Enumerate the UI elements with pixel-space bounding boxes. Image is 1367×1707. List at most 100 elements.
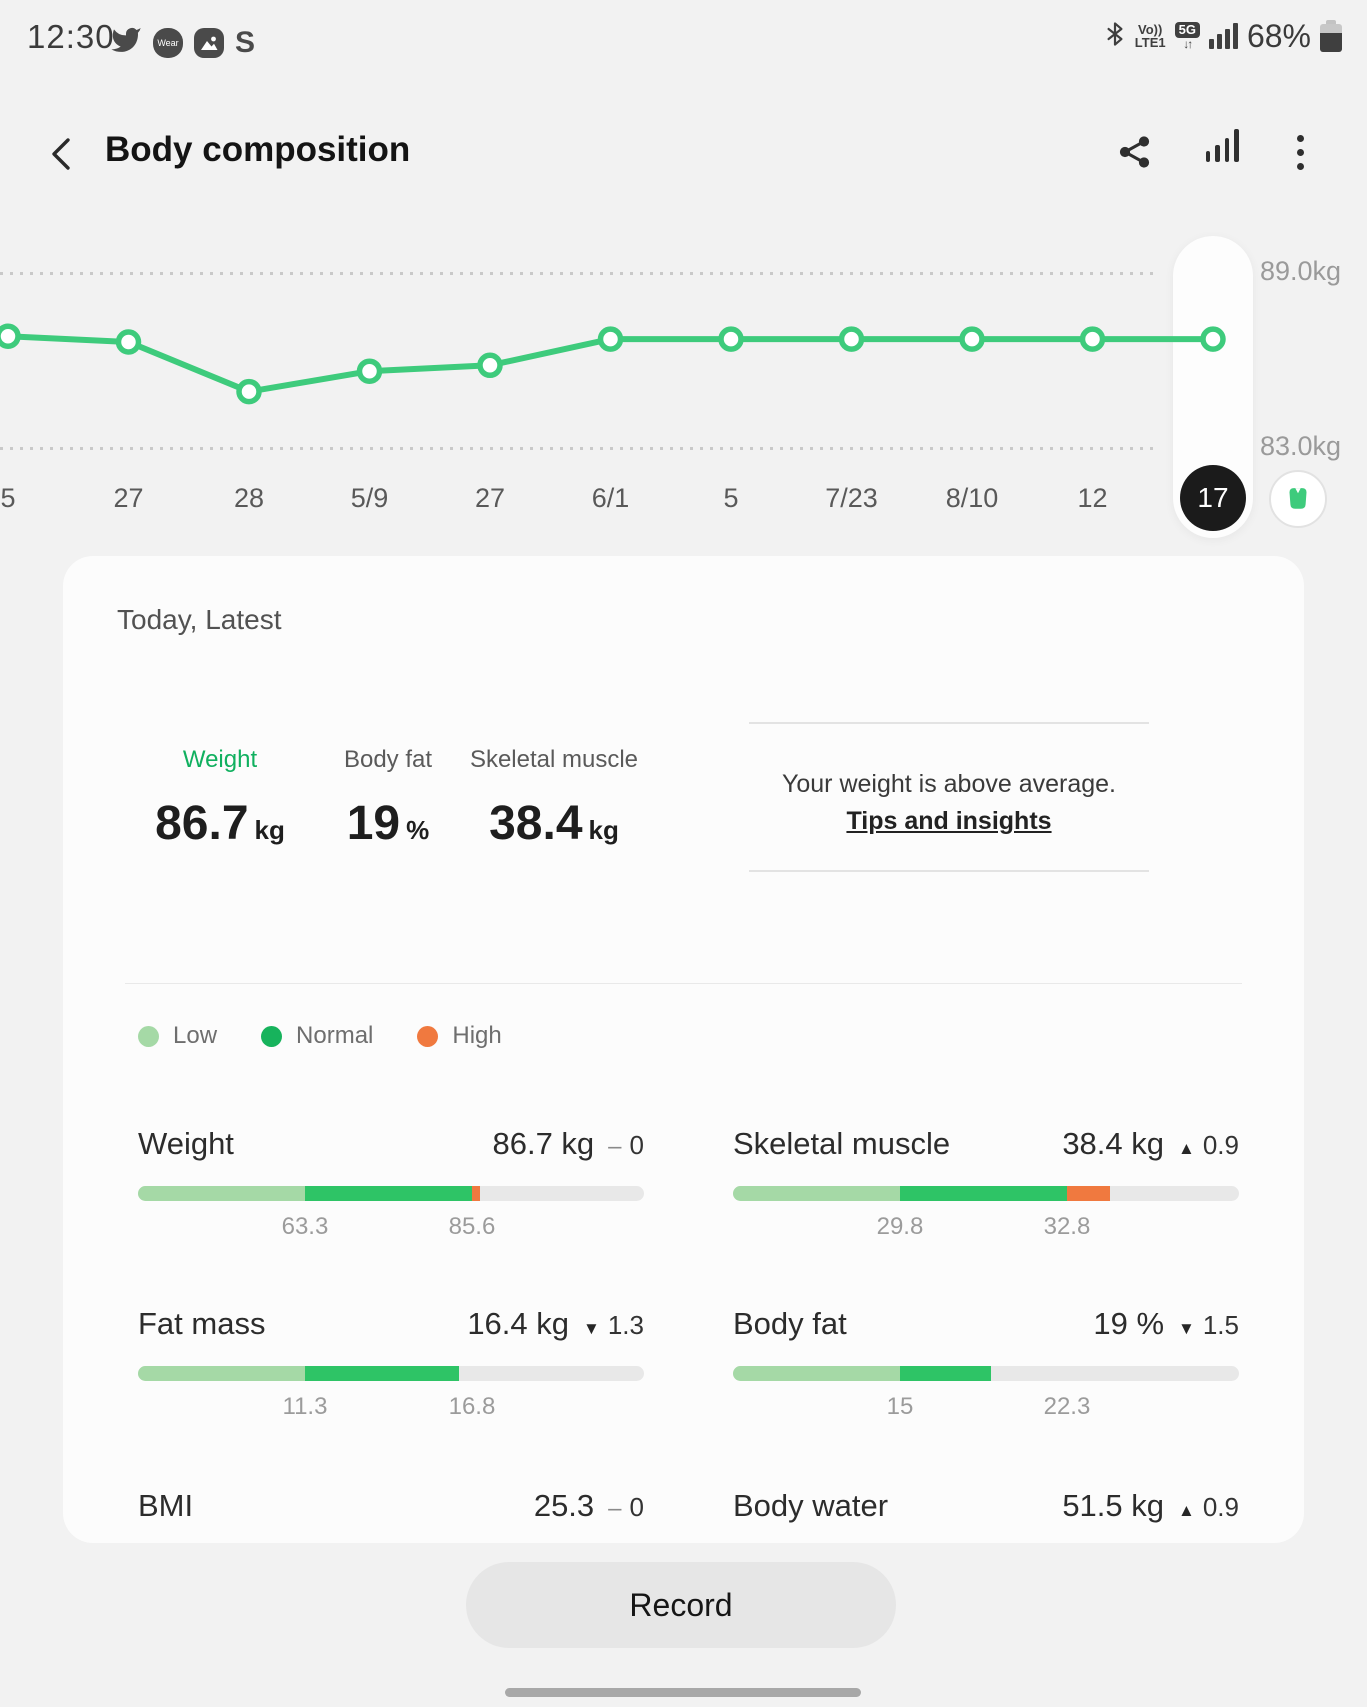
delta-flat-icon: –: [608, 1495, 622, 1522]
x-axis-tick[interactable]: 5: [0, 483, 16, 513]
status-bar: 12:30 Wear S Vo)) LTE1 5G ↓↑ 68%: [0, 0, 1367, 70]
metric-name: Body water: [733, 1488, 889, 1523]
metric-name: Weight: [138, 1126, 234, 1161]
weight-trend-chart[interactable]: 5 27 28 5/9 27 6/1 5 7/23 8/10 12 89.0kg 83.0kg 1…: [0, 220, 1367, 550]
legend-label: High: [452, 1022, 502, 1049]
data-point[interactable]: [959, 326, 985, 352]
x-axis-tick[interactable]: 5: [723, 483, 739, 513]
body-composition-card: Today, Latest Weight 86.7 kg Body fat 19% Ske…: [63, 556, 1304, 1543]
data-point[interactable]: [115, 329, 142, 355]
legend-item-high: High: [417, 1022, 502, 1050]
metric-header: Fat mass 16.4 kg ▼ 1.3: [138, 1306, 644, 1342]
metric-value: 16.4 kg ▼ 1.3: [467, 1306, 644, 1342]
x-axis-tick[interactable]: 8/10: [945, 483, 999, 513]
x-axis-tick[interactable]: 27: [113, 483, 144, 513]
tips-and-insights-link[interactable]: Tips and insights: [846, 807, 1052, 835]
data-point[interactable]: [1200, 326, 1226, 352]
range-tick: 32.8: [1043, 1213, 1091, 1240]
range-bar: [138, 1186, 644, 1201]
metric-value: 38.4 kg ▲ 0.9: [1062, 1126, 1239, 1162]
app-header: Body composition: [0, 110, 1367, 200]
5g-network-icon: 5G ↓↑: [1174, 22, 1200, 50]
range-tick-labels: 29.8 32.8: [733, 1213, 1239, 1243]
stat-unit: kg: [588, 815, 619, 845]
metric-weight: Weight 86.7 kg –0 63.3 85.6: [138, 1126, 644, 1243]
metric-number: 25.3: [533, 1488, 595, 1523]
metric-header: Weight 86.7 kg –0: [138, 1126, 644, 1162]
selected-day-badge[interactable]: 17: [1180, 465, 1246, 531]
insight-message: Your weight is above average.: [781, 770, 1117, 798]
insight-panel: Your weight is above average. Tips and i…: [749, 722, 1149, 872]
page-title: Body composition: [105, 130, 411, 169]
delta-down-icon: ▼: [1178, 1319, 1195, 1338]
metric-delta: –0: [608, 1492, 644, 1523]
data-point[interactable]: [236, 378, 262, 405]
range-segment-normal: [304, 1186, 472, 1201]
twitter-icon: [110, 24, 142, 61]
metric-delta: –0: [608, 1130, 644, 1161]
section-divider: [125, 983, 1242, 984]
weight-line-series: [0, 323, 1226, 405]
x-axis-tick[interactable]: 27: [474, 483, 506, 513]
metric-delta: ▼ 1.5: [1178, 1310, 1239, 1341]
range-bar: [733, 1366, 1239, 1381]
delta-value: 0: [629, 1492, 644, 1522]
weight-scale-icon: [1289, 488, 1307, 509]
data-point[interactable]: [356, 358, 383, 384]
delta-value: 0.9: [1202, 1130, 1239, 1160]
y-axis-label-min: 83.0kg: [1260, 431, 1342, 461]
range-tick: 22.3: [1043, 1393, 1091, 1420]
range-segment-low: [138, 1186, 305, 1201]
range-bar: [138, 1366, 644, 1381]
x-axis-tick[interactable]: 6/1: [591, 483, 630, 513]
wear-app-icon: Wear: [153, 27, 183, 58]
range-segment-low: [138, 1366, 305, 1381]
record-button[interactable]: Record: [466, 1562, 896, 1648]
range-segment-normal: [899, 1366, 992, 1381]
delta-value: 0: [629, 1130, 644, 1160]
more-options-button[interactable]: [1276, 128, 1324, 176]
back-button[interactable]: [44, 132, 84, 176]
trends-chart-button[interactable]: [1198, 128, 1246, 162]
range-tick: 15: [886, 1393, 914, 1420]
delta-value: 1.3: [607, 1310, 644, 1340]
x-axis-tick[interactable]: 28: [233, 483, 265, 513]
data-point[interactable]: [1079, 326, 1106, 352]
metric-number: 86.7 kg: [492, 1126, 595, 1161]
s-app-icon: S: [235, 25, 256, 59]
range-legend: Low Normal High: [138, 1022, 502, 1050]
x-axis-tick[interactable]: 12: [1077, 483, 1108, 513]
metric-header: Skeletal muscle 38.4 kg ▲ 0.9: [733, 1126, 1239, 1162]
volte-icon: Vo)) LTE1: [1134, 22, 1166, 50]
gridline-top: [0, 272, 1160, 275]
signal-strength-icon: [1208, 23, 1238, 49]
metric-number: 19 %: [1093, 1306, 1165, 1341]
range-tick: 29.8: [876, 1213, 924, 1240]
share-button[interactable]: [1111, 128, 1159, 176]
legend-label: Low: [173, 1022, 218, 1049]
range-segment-normal: [304, 1366, 460, 1381]
data-point[interactable]: [838, 326, 865, 352]
range-tick-labels: 11.3 16.8: [138, 1393, 644, 1423]
legend-item-normal: Normal: [261, 1022, 373, 1050]
stat-unit: %: [406, 815, 430, 845]
stat-value: 38.4 kg: [489, 797, 619, 850]
metric-name: Body fat: [733, 1306, 847, 1341]
range-tick-labels: 63.3 85.6: [138, 1213, 644, 1243]
data-point[interactable]: [477, 352, 503, 379]
battery-percentage: 68%: [1246, 17, 1311, 54]
data-point[interactable]: [0, 323, 21, 349]
data-point[interactable]: [718, 326, 744, 352]
notification-icons: Wear S: [110, 24, 255, 61]
metric-number: 16.4 kg: [467, 1306, 570, 1341]
delta-value: 0.9: [1202, 1492, 1239, 1522]
range-segment-low: [733, 1186, 900, 1201]
legend-item-low: Low: [138, 1022, 217, 1050]
gesture-navigation-bar[interactable]: [505, 1688, 861, 1697]
data-point[interactable]: [597, 326, 624, 352]
stat-label: Weight: [182, 746, 258, 773]
x-axis-tick[interactable]: 5/9: [350, 483, 389, 513]
x-axis-tick[interactable]: 7/23: [825, 483, 878, 513]
stat-value: 86.7 kg: [155, 797, 285, 850]
scale-device-button[interactable]: [1269, 470, 1327, 528]
